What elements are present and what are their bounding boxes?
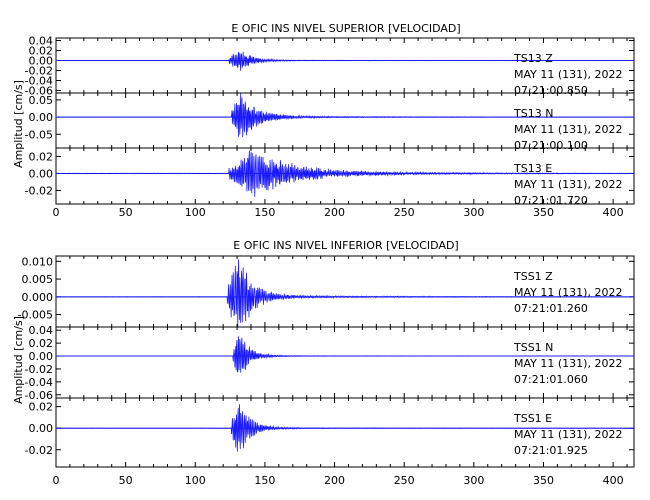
waveform-trace (55, 150, 635, 197)
y-axis-label-superior: Amplitud [cm/s] (12, 80, 25, 168)
x-tick-label: 350 (533, 474, 554, 487)
y-tick-label: 0.000 (22, 291, 54, 304)
x-tick-label: 250 (394, 206, 415, 219)
x-tick-label: 200 (324, 206, 345, 219)
y-tick-label: -0.02 (25, 65, 53, 78)
y-tick-label: -0.05 (25, 128, 53, 141)
station-channel-label: TSS1 Z (513, 270, 553, 283)
trace-panel: 0.02 0.00 -0.02 TSS1 E MAY 11 (131), 2022 07:… (25, 397, 635, 468)
station-channel-label: TS13 E (513, 162, 552, 175)
x-tick-label: 100 (185, 474, 206, 487)
x-tick-label: 400 (603, 206, 624, 219)
x-tick-label: 50 (119, 206, 133, 219)
date-label: MAY 11 (131), 2022 (514, 286, 622, 299)
y-tick-label: 0.00 (29, 111, 54, 124)
x-tick-label: 200 (324, 474, 345, 487)
x-tick-label: 150 (254, 206, 275, 219)
y-tick-label: 0.05 (29, 94, 54, 107)
y-tick-label: -0.06 (25, 389, 53, 402)
x-tick-label: 350 (533, 206, 554, 219)
panels-inferior: 0.010 0.005 0.000 -0.005 TSS1 Z MAY 11 (131),… (18, 255, 635, 468)
station-channel-label: TS13 N (513, 107, 553, 120)
x-tick-label: 250 (394, 474, 415, 487)
figure-title-superior: E OFIC INS NIVEL SUPERIOR [VELOCIDAD] (231, 22, 460, 35)
y-tick-label: 0.04 (29, 35, 54, 48)
trace-panel: 0.010 0.005 0.000 -0.005 TSS1 Z MAY 11 (131),… (18, 255, 635, 328)
station-channel-label: TSS1 E (513, 412, 552, 425)
y-axis-label-inferior: Amplitud [cm/s] (12, 316, 25, 404)
waveform-trace (55, 404, 635, 452)
x-tick-label: 400 (603, 474, 624, 487)
x-tick-label: 300 (463, 474, 484, 487)
y-tick-label: -0.04 (25, 376, 53, 389)
x-axis-inferior: 0 50 100 150 200 250 300 350 400 (53, 474, 624, 487)
y-tick-label: 0.04 (29, 324, 54, 337)
y-tick-label: 0.00 (29, 350, 54, 363)
trace-panel: 0.05 0.00 -0.05 TS13 N MAY 11 (131), 2022 07:… (25, 92, 635, 152)
station-channel-label: TSS1 N (513, 341, 553, 354)
panel-frame (55, 147, 635, 205)
y-tick-label: 0.00 (29, 55, 54, 68)
y-tick-label: 0.02 (29, 45, 54, 58)
trace-panel: 0.040.020.00-0.02-0.04-0.06 TS13 Z MAY 11 … (25, 35, 635, 98)
time-label: 07:21:01.260 (514, 302, 588, 315)
y-tick-label: 0.00 (29, 167, 54, 180)
waveform-trace (55, 336, 635, 373)
figure-superior: E OFIC INS NIVEL SUPERIOR [VELOCIDAD] Am… (12, 22, 635, 219)
time-label: 07:21:01.060 (514, 373, 588, 386)
trace-panel: 0.040.020.00-0.02-0.04-0.06 TSS1 N MAY 11 … (25, 324, 635, 402)
y-tick-label: 0.005 (22, 273, 54, 286)
date-label: MAY 11 (131), 2022 (514, 123, 622, 136)
time-label: 07:21:00.850 (514, 84, 588, 97)
x-tick-label: 300 (463, 206, 484, 219)
x-tick-label: 150 (254, 474, 275, 487)
waveform-trace (55, 259, 635, 328)
waveform-trace (55, 93, 635, 138)
y-tick-label: 0.00 (29, 422, 54, 435)
x-tick-label: 0 (53, 474, 60, 487)
figure-title-inferior: E OFIC INS NIVEL INFERIOR [VELOCIDAD] (233, 239, 458, 252)
y-tick-label: -0.02 (25, 184, 53, 197)
panel-frame (55, 397, 635, 468)
y-tick-label: 0.02 (29, 150, 54, 163)
figure-inferior: E OFIC INS NIVEL INFERIOR [VELOCIDAD] Am… (12, 239, 635, 487)
y-tick-label: -0.02 (25, 363, 53, 376)
waveform-trace (55, 51, 635, 71)
x-tick-label: 50 (119, 474, 133, 487)
station-channel-label: TS13 Z (513, 52, 553, 65)
y-tick-label: 0.02 (29, 401, 54, 414)
x-tick-label: 100 (185, 206, 206, 219)
x-tick-label: 0 (53, 206, 60, 219)
y-tick-label: -0.02 (25, 444, 53, 457)
x-axis-superior: 0 50 100 150 200 250 300 350 400 (53, 206, 624, 219)
date-label: MAY 11 (131), 2022 (514, 68, 622, 81)
y-tick-label: 0.010 (22, 255, 54, 268)
y-tick-label: -0.005 (18, 309, 53, 322)
time-label: 07:21:01.925 (514, 444, 588, 457)
date-label: MAY 11 (131), 2022 (514, 428, 622, 441)
date-label: MAY 11 (131), 2022 (514, 178, 622, 191)
time-label: 07:21:01.720 (514, 194, 588, 207)
time-label: 07:21:00.100 (514, 139, 588, 152)
y-tick-label: 0.02 (29, 337, 54, 350)
date-label: MAY 11 (131), 2022 (514, 357, 622, 370)
y-tick-label: -0.04 (25, 75, 53, 88)
y-tick-label: -0.06 (25, 85, 53, 98)
trace-panel: 0.02 0.00 -0.02 TS13 E MAY 11 (131), 2022 07:… (25, 147, 635, 207)
